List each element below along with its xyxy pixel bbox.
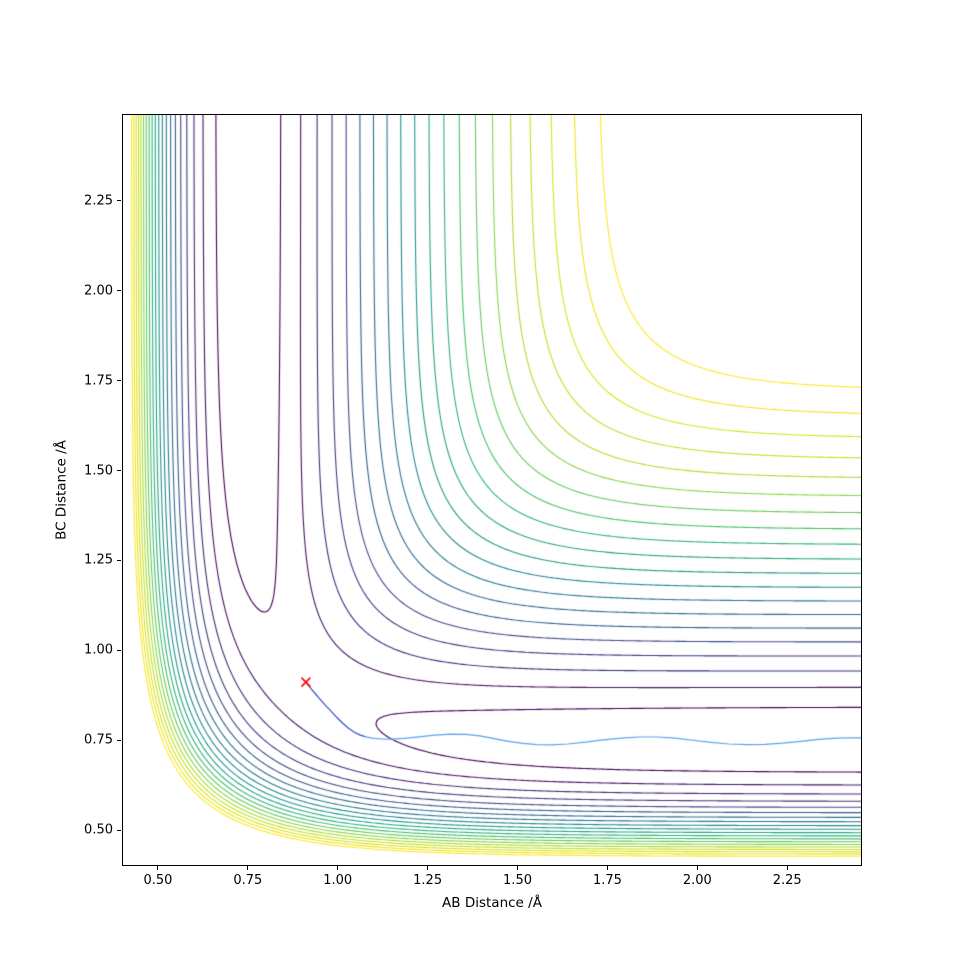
y-tick-mark <box>117 739 121 741</box>
x-tick-mark <box>247 866 249 870</box>
x-tick-mark <box>606 866 608 870</box>
x-tick-mark <box>337 866 339 870</box>
contour-canvas <box>123 115 861 865</box>
x-tick-label: 0.50 <box>143 873 173 888</box>
x-axis-label: AB Distance /Å <box>442 895 542 911</box>
x-tick-mark <box>427 866 429 870</box>
x-tick-label: 0.75 <box>233 873 263 888</box>
y-tick-label: 2.00 <box>84 283 113 299</box>
y-tick-mark <box>117 200 121 202</box>
y-tick-mark <box>117 559 121 561</box>
x-tick-mark <box>517 866 519 870</box>
y-tick-label: 1.25 <box>84 552 113 568</box>
x-tick-label: 1.25 <box>413 873 443 888</box>
y-axis-label: BC Distance /Å <box>53 440 70 540</box>
y-tick-label: 1.50 <box>84 463 113 479</box>
y-tick-mark <box>117 829 121 831</box>
y-tick-label: 0.75 <box>84 732 113 748</box>
x-tick-label: 1.50 <box>503 873 532 888</box>
y-tick-mark <box>117 649 121 651</box>
y-tick-mark <box>117 380 121 382</box>
y-tick-label: 2.25 <box>84 193 113 209</box>
y-tick-label: 1.75 <box>84 373 113 389</box>
y-tick-label: 1.00 <box>84 642 113 658</box>
x-tick-mark <box>157 866 159 870</box>
plot-area <box>122 114 862 866</box>
x-tick-mark <box>786 866 788 870</box>
x-tick-mark <box>696 866 698 870</box>
x-tick-label: 1.00 <box>323 873 353 888</box>
x-tick-label: 1.75 <box>592 873 622 888</box>
x-tick-label: 2.00 <box>682 873 712 888</box>
y-tick-mark <box>117 290 121 292</box>
y-tick-label: 0.50 <box>84 822 113 838</box>
y-tick-mark <box>117 470 121 472</box>
x-tick-label: 2.25 <box>772 873 802 888</box>
